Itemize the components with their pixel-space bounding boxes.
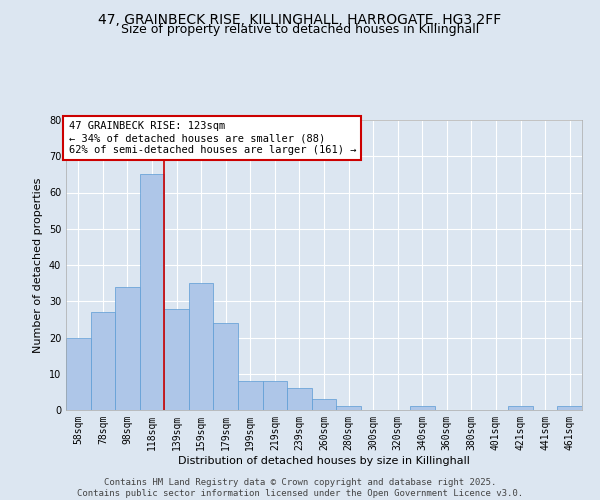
- Bar: [91, 312, 115, 410]
- Bar: [164, 308, 189, 410]
- Bar: [189, 283, 214, 410]
- Bar: [508, 406, 533, 410]
- Bar: [557, 406, 582, 410]
- Bar: [410, 406, 434, 410]
- Bar: [115, 287, 140, 410]
- Bar: [214, 323, 238, 410]
- Text: 47 GRAINBECK RISE: 123sqm
← 34% of detached houses are smaller (88)
62% of semi-: 47 GRAINBECK RISE: 123sqm ← 34% of detac…: [68, 122, 356, 154]
- Text: 47, GRAINBECK RISE, KILLINGHALL, HARROGATE, HG3 2FF: 47, GRAINBECK RISE, KILLINGHALL, HARROGA…: [98, 12, 502, 26]
- Bar: [336, 406, 361, 410]
- X-axis label: Distribution of detached houses by size in Killinghall: Distribution of detached houses by size …: [178, 456, 470, 466]
- Bar: [312, 399, 336, 410]
- Bar: [238, 381, 263, 410]
- Bar: [66, 338, 91, 410]
- Bar: [263, 381, 287, 410]
- Text: Contains HM Land Registry data © Crown copyright and database right 2025.
Contai: Contains HM Land Registry data © Crown c…: [77, 478, 523, 498]
- Bar: [287, 388, 312, 410]
- Text: Size of property relative to detached houses in Killinghall: Size of property relative to detached ho…: [121, 22, 479, 36]
- Bar: [140, 174, 164, 410]
- Y-axis label: Number of detached properties: Number of detached properties: [33, 178, 43, 352]
